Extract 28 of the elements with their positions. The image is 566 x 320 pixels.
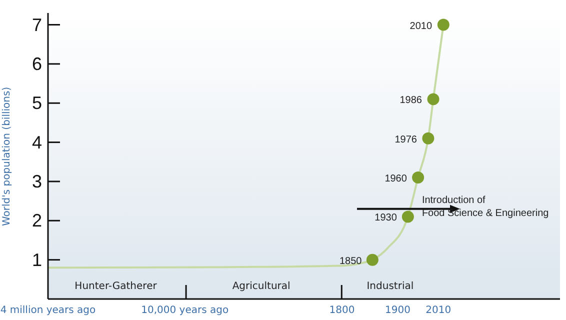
point xyxy=(402,210,414,223)
x-tick-label: 2010 xyxy=(426,305,452,316)
y-tick-label: 3 xyxy=(32,171,42,192)
x-tick-label: 10,000 years ago xyxy=(141,305,229,316)
x-tick-label: 1800 xyxy=(329,305,355,316)
annotation: 1850 xyxy=(340,256,362,267)
annotation: Agricultural xyxy=(232,281,290,292)
point xyxy=(412,172,424,184)
point xyxy=(422,132,434,144)
y-tick-label: 7 xyxy=(32,14,42,35)
annotation: 1986 xyxy=(400,95,422,106)
annotation: 2010 xyxy=(410,20,432,32)
annotation: 1960 xyxy=(384,174,408,185)
y-tick-label: 1 xyxy=(32,250,42,270)
annotation: Industrial xyxy=(366,281,414,292)
y-tick-label: 4 xyxy=(32,132,42,152)
y-tick-label: 5 xyxy=(32,93,42,114)
point xyxy=(437,18,450,31)
x-tick-label: 4 million years ago xyxy=(0,305,96,316)
point xyxy=(366,254,378,266)
y-tick-label: 6 xyxy=(32,54,42,74)
annotation: 1976 xyxy=(394,134,418,146)
point xyxy=(427,93,440,106)
annotation: Hunter-Gatherer xyxy=(74,281,158,292)
x-tick-label: 1900 xyxy=(385,305,411,316)
annotation: 1930 xyxy=(374,212,398,224)
y-axis-title: World's population (billions) xyxy=(2,86,13,226)
y-tick-label: 2 xyxy=(32,210,42,231)
